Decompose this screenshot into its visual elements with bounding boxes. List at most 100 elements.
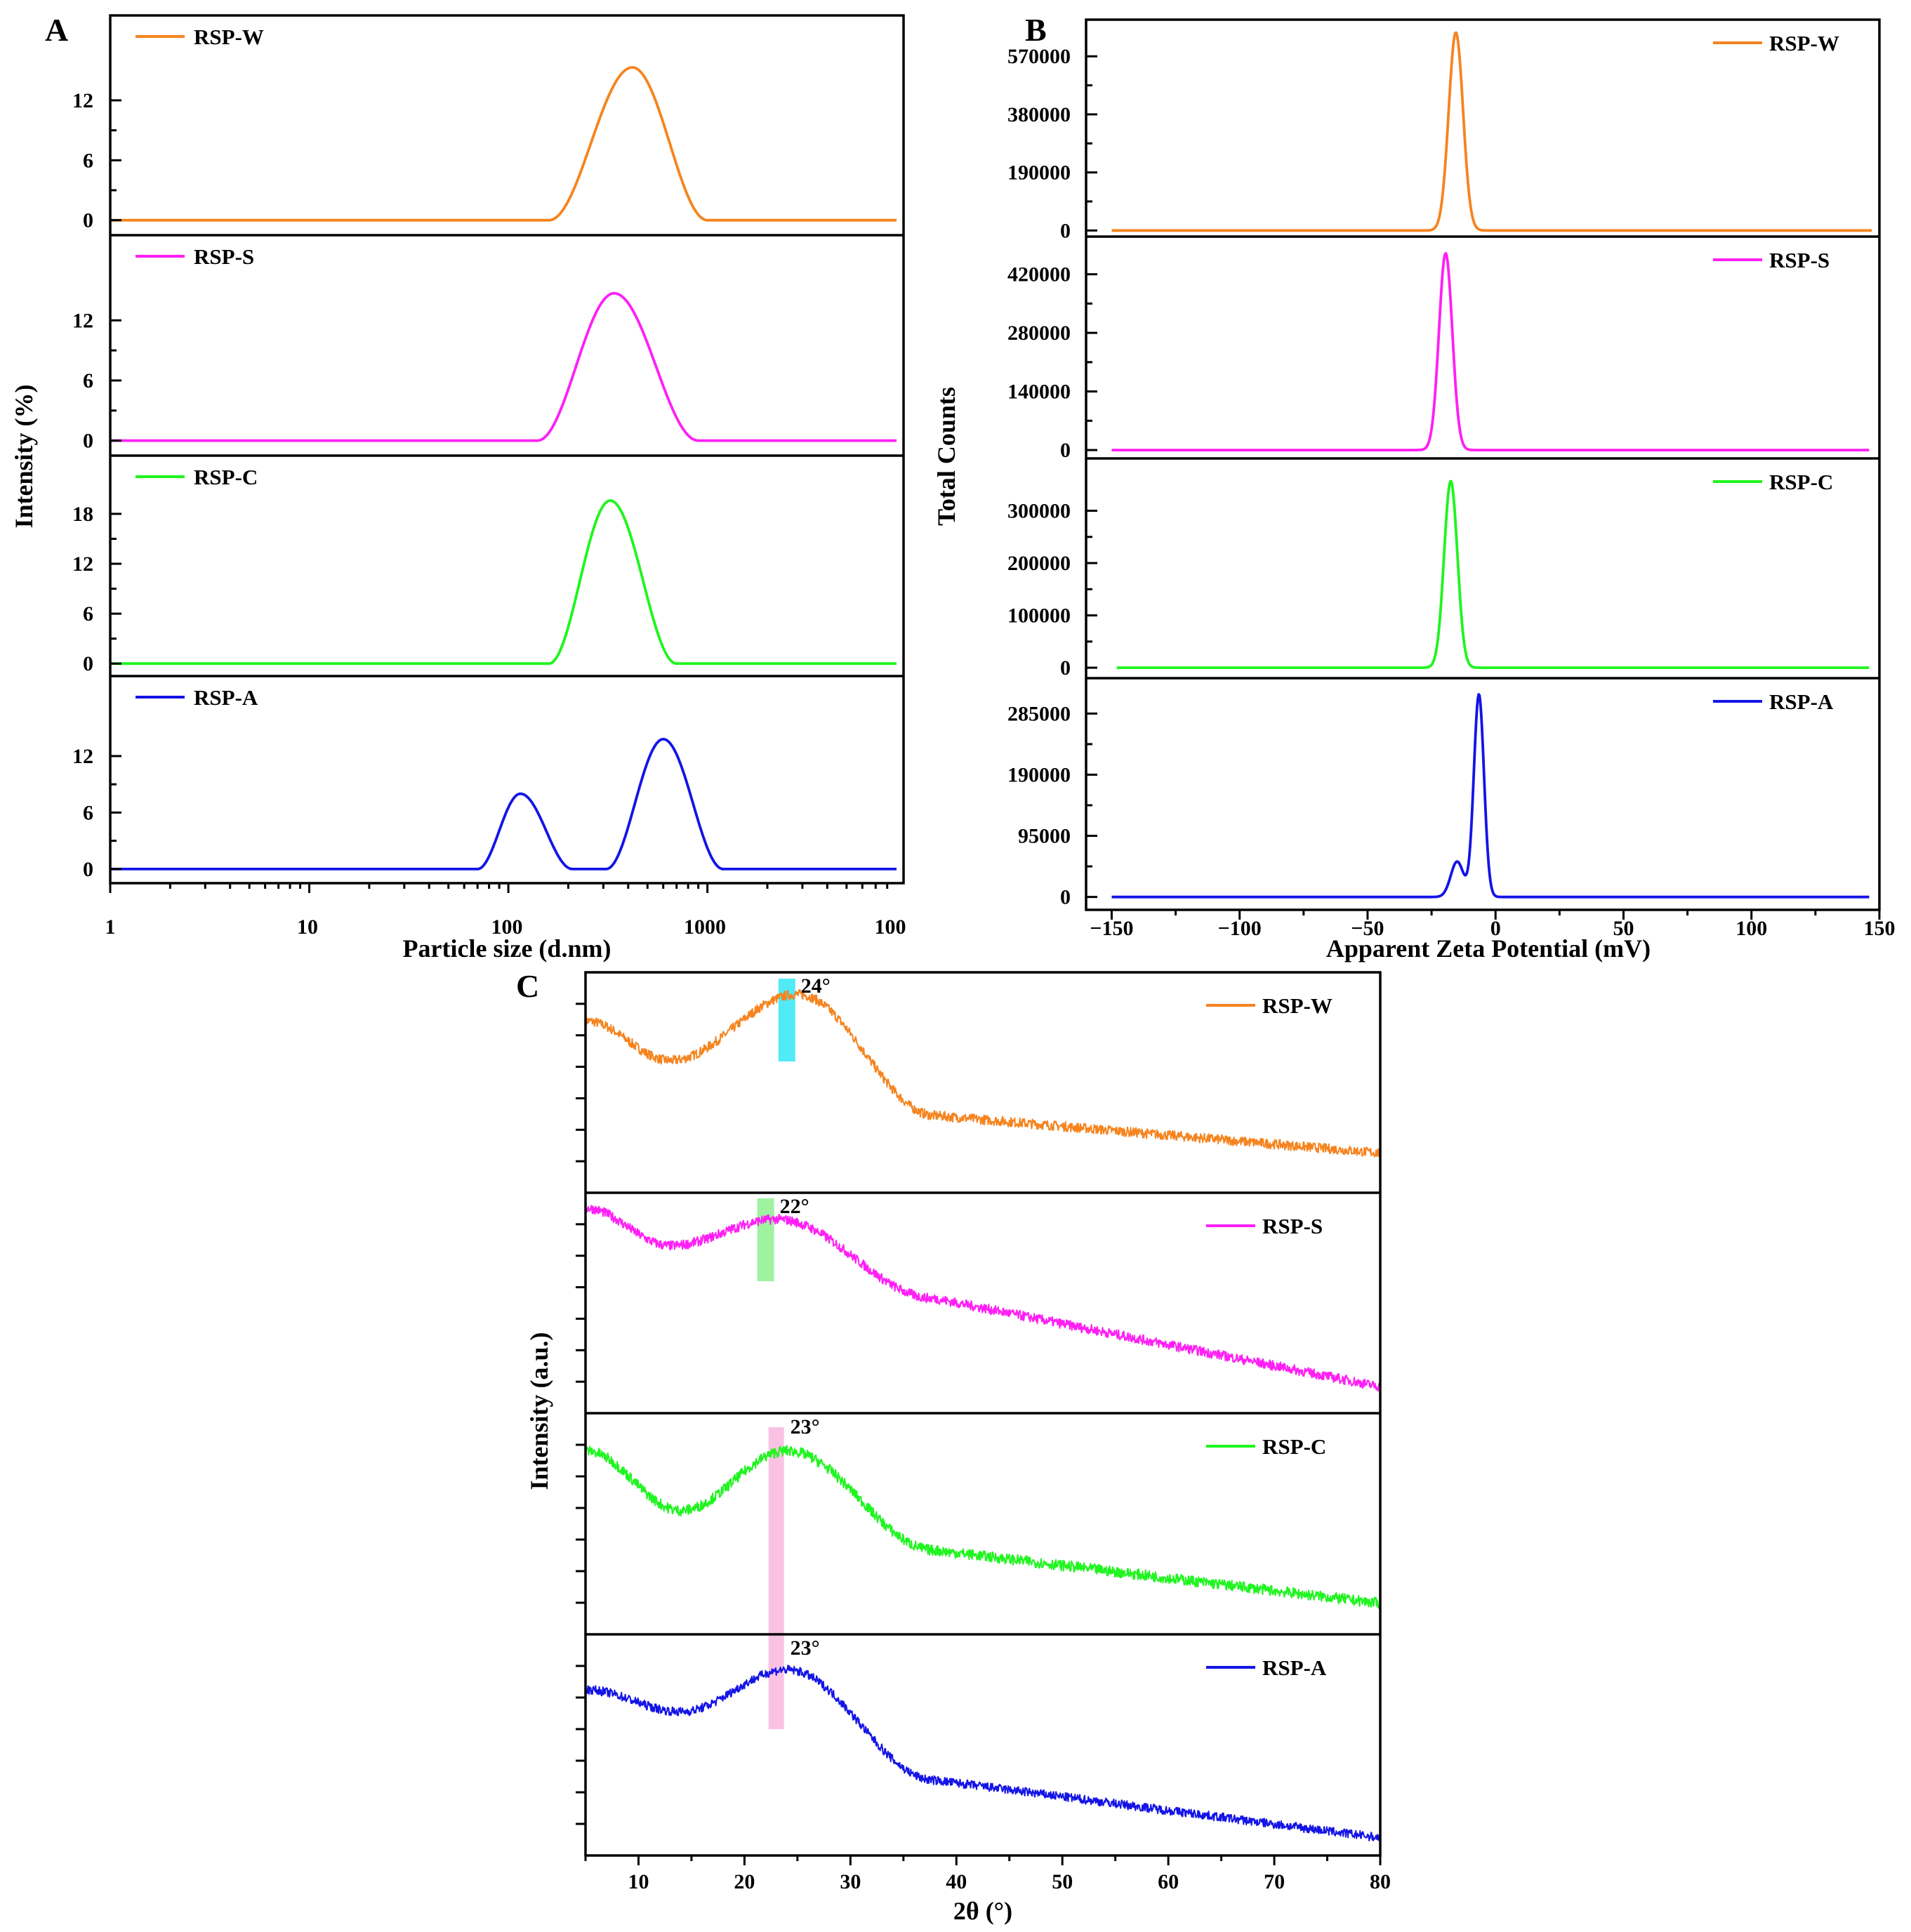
x-tick-label: 30 <box>840 1870 861 1893</box>
series-line-rsp-a <box>585 1665 1381 1842</box>
series-line-rsp-s <box>110 291 897 442</box>
y-tick-label: 0 <box>83 430 93 453</box>
legend-label-rsp-a: RSP-A <box>194 685 258 710</box>
panel-b-y-tick-labels: 0 190000 380000 570000 0 140000 280000 420000 0 1… <box>1007 45 1071 908</box>
legend-label-rsp-a: RSP-A <box>1769 689 1834 714</box>
panel-a-curves <box>110 66 897 871</box>
x-tick-label: 40 <box>946 1870 967 1893</box>
legend-label-rsp-c: RSP-C <box>1262 1434 1326 1459</box>
panel-c-y-axis-title: Intensity (a.u.) <box>525 1332 553 1490</box>
y-tick-label: 6 <box>83 369 93 392</box>
panel-b-x-axis-title: Apparent Zeta Potential (mV) <box>1326 934 1651 962</box>
panel-b-ticks <box>1086 55 1881 920</box>
y-tick-label: 100000 <box>1007 604 1071 628</box>
legend-label-rsp-w: RSP-W <box>1769 31 1839 55</box>
x-tick-label: 60 <box>1158 1870 1179 1893</box>
panel-c-bands <box>757 979 795 1729</box>
panel-c-ticks <box>576 1003 1382 1865</box>
panel-a-x-axis-title: Particle size (d.nm) <box>403 934 611 962</box>
series-line-rsp-c <box>585 1445 1381 1609</box>
legend-label-rsp-s: RSP-S <box>1769 248 1830 272</box>
x-tick-label: 10 <box>628 1870 649 1893</box>
y-tick-label: 0 <box>83 652 93 675</box>
series-line-rsp-c <box>1116 479 1870 669</box>
legend-label-rsp-w: RSP-W <box>194 25 264 49</box>
legend-label-rsp-c: RSP-C <box>1769 470 1833 494</box>
peak-annotation-rsp-s: 22° <box>780 1195 809 1218</box>
panel-c-letter: C <box>516 968 539 1004</box>
x-tick-label: −100 <box>1218 917 1262 940</box>
y-tick-label: 12 <box>72 309 93 332</box>
series-line-rsp-w <box>110 66 897 222</box>
panel-c: C 24° 22° 23° 23° 10 20 30 40 50 60 70 80 2θ (°) I… <box>516 968 1391 1925</box>
y-tick-label: 280000 <box>1007 322 1071 345</box>
y-tick-label: 6 <box>83 149 93 172</box>
panel-b-curves <box>1111 31 1872 899</box>
legend-label-rsp-a: RSP-A <box>1262 1655 1327 1680</box>
panel-b-frame <box>1085 18 1881 911</box>
x-tick-label: 100 <box>1735 917 1767 940</box>
x-tick-label: 70 <box>1264 1870 1285 1893</box>
panel-a-letter: A <box>45 12 68 48</box>
y-tick-label: 6 <box>83 602 93 626</box>
peak-annotation-rsp-a: 23° <box>791 1636 820 1660</box>
y-tick-label: 380000 <box>1007 103 1071 126</box>
y-tick-label: 300000 <box>1007 500 1071 523</box>
x-tick-label: 150 <box>1864 917 1896 940</box>
peak-band-rsp-c-a <box>768 1427 784 1729</box>
x-tick-label: 50 <box>1613 917 1634 940</box>
panel-a-y-axis-title: Intensity (%) <box>10 385 38 529</box>
y-tick-label: 190000 <box>1007 161 1071 185</box>
y-tick-label: 190000 <box>1007 764 1071 787</box>
x-tick-label: 100 <box>875 915 906 939</box>
x-tick-label: 1000 <box>684 915 726 939</box>
x-tick-label: 80 <box>1370 1870 1391 1893</box>
panel-b: B 0 190000 380000 570000 0 140000 280000 420000… <box>932 12 1896 962</box>
panel-b-letter: B <box>1025 12 1047 48</box>
legend-label-rsp-w: RSP-W <box>1262 993 1333 1018</box>
peak-band-rsp-s <box>757 1198 774 1281</box>
y-tick-label: 140000 <box>1007 381 1071 404</box>
series-line-rsp-c <box>110 499 897 666</box>
y-tick-label: 200000 <box>1007 552 1071 575</box>
x-tick-label: 0 <box>1490 917 1501 940</box>
panel-a-y-tick-labels: 0 6 12 0 6 12 0 6 12 18 0 6 12 <box>72 89 93 881</box>
series-line-rsp-s <box>585 1205 1381 1392</box>
series-line-rsp-s <box>1111 252 1870 451</box>
series-line-rsp-a <box>1111 693 1870 899</box>
y-tick-label: 0 <box>1060 886 1071 909</box>
y-tick-label: 0 <box>83 858 93 881</box>
panel-c-legend: RSP-W RSP-S RSP-C RSP-A <box>1206 993 1333 1680</box>
y-tick-label: 0 <box>83 209 93 232</box>
panel-c-x-tick-labels: 10 20 30 40 50 60 70 80 <box>628 1870 1391 1893</box>
panel-c-curves <box>585 989 1381 1842</box>
x-tick-label: 50 <box>1052 1870 1073 1893</box>
x-tick-label: 10 <box>297 915 318 939</box>
y-tick-label: 18 <box>72 503 93 526</box>
x-tick-label: −150 <box>1090 917 1133 940</box>
peak-annotation-rsp-c: 23° <box>791 1415 820 1438</box>
y-tick-label: 6 <box>83 801 93 824</box>
y-tick-label: 420000 <box>1007 263 1071 286</box>
x-tick-label: 1 <box>105 915 116 939</box>
y-tick-label: 12 <box>72 89 93 112</box>
panel-c-peak-labels: 24° 22° 23° 23° <box>780 974 831 1660</box>
peak-annotation-rsp-w: 24° <box>801 974 831 998</box>
y-tick-label: 12 <box>72 553 93 576</box>
panel-a-legend: RSP-W RSP-S RSP-C RSP-A <box>135 25 264 710</box>
y-tick-label: 12 <box>72 745 93 768</box>
y-tick-label: 0 <box>1060 656 1071 680</box>
legend-label-rsp-c: RSP-C <box>194 465 258 489</box>
x-tick-label: 20 <box>734 1870 755 1893</box>
series-line-rsp-w <box>585 989 1381 1158</box>
series-line-rsp-w <box>1111 31 1872 232</box>
panel-a-x-tick-labels: 1 10 100 1000 100 <box>105 915 906 939</box>
y-tick-label: 0 <box>1060 219 1071 242</box>
y-tick-label: 570000 <box>1007 45 1071 68</box>
panel-a: A 0 6 12 0 6 12 0 6 12 18 0 6 12 1 10 100 1000 100 P… <box>10 12 906 962</box>
y-tick-label: 0 <box>1060 439 1071 462</box>
y-tick-label: 285000 <box>1007 702 1071 725</box>
panel-b-legend: RSP-W RSP-S RSP-C RSP-A <box>1713 31 1839 714</box>
legend-label-rsp-s: RSP-S <box>1262 1214 1323 1238</box>
